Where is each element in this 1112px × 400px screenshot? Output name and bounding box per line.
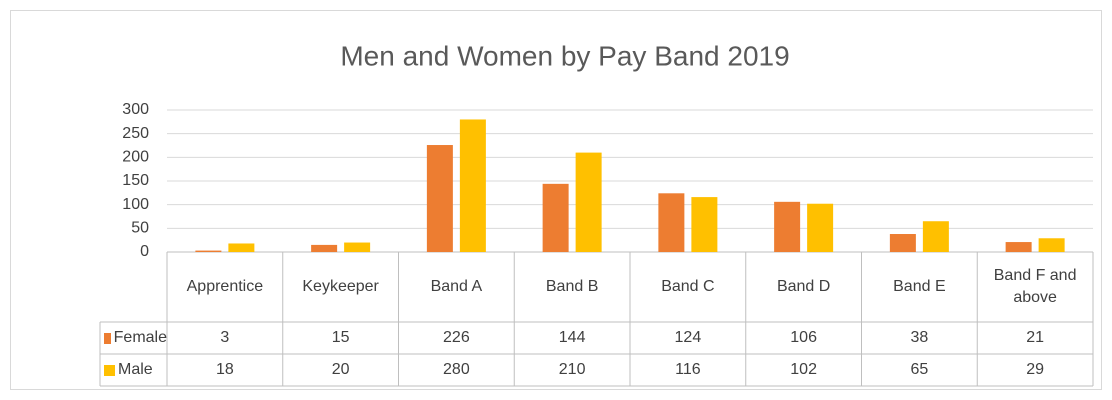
- table-value: 106: [746, 322, 862, 354]
- bar: [575, 152, 602, 252]
- legend-label: Male: [100, 354, 167, 386]
- y-tick-label: 200: [122, 149, 149, 166]
- table-value: 124: [630, 322, 746, 354]
- legend-label-text: Female: [113, 329, 167, 346]
- table-value: 144: [514, 322, 630, 354]
- table-value: 226: [399, 322, 515, 354]
- table-value: 280: [399, 354, 515, 386]
- table-value: 20: [283, 354, 399, 386]
- legend-label: Female: [100, 322, 167, 354]
- legend-key: [104, 332, 111, 344]
- bar: [922, 221, 949, 252]
- y-tick-label: 300: [122, 101, 149, 118]
- x-tick-label-text: Band E: [893, 278, 946, 295]
- table-value-text: 280: [443, 361, 470, 378]
- y-tick-label: 50: [131, 220, 149, 237]
- table-value-text: 21: [1026, 329, 1045, 346]
- legend-label-text: Male: [118, 361, 153, 378]
- y-tick-label: 150: [122, 172, 149, 189]
- y-tick-label: 250: [122, 125, 149, 142]
- bar: [311, 244, 338, 252]
- table-value: 18: [167, 354, 283, 386]
- table-value: 15: [283, 322, 399, 354]
- legend-key: [104, 364, 115, 376]
- bar: [426, 145, 453, 252]
- table-value-text: 144: [558, 329, 586, 346]
- table-value-text: 124: [674, 329, 702, 346]
- table-value: 116: [630, 354, 746, 386]
- x-tick-label-text: Keykeeper: [302, 278, 379, 295]
- table-value-text: 20: [331, 361, 350, 378]
- x-tick-label: Band C: [630, 252, 746, 322]
- y-tick-label: 100: [122, 196, 149, 213]
- bar: [195, 250, 222, 252]
- table-value-text: 106: [790, 329, 817, 346]
- table-value-text: 15: [331, 329, 350, 346]
- bar: [228, 243, 255, 252]
- bar: [459, 119, 486, 252]
- bar: [658, 193, 685, 252]
- bar: [807, 203, 834, 252]
- x-tick-label: Band A: [399, 252, 515, 322]
- table-value: 21: [977, 322, 1093, 354]
- table-value: 29: [977, 354, 1093, 386]
- bar: [1005, 242, 1032, 252]
- chart-title: Men and Women by Pay Band 2019: [340, 40, 789, 71]
- x-tick-label-text: Band C: [661, 278, 715, 295]
- x-tick-label-text: Apprentice: [186, 278, 264, 295]
- bar: [542, 183, 569, 252]
- table-value-text: 116: [675, 361, 701, 378]
- table-value: 65: [862, 354, 978, 386]
- x-tick-label: Keykeeper: [283, 252, 399, 322]
- table-value: 38: [862, 322, 978, 354]
- x-tick-label-text: Band D: [776, 278, 831, 295]
- table-value-text: 29: [1026, 361, 1045, 378]
- table-value-text: 38: [910, 329, 929, 346]
- table-value-text: 18: [215, 361, 234, 378]
- x-tick-label-text: Band B: [545, 278, 599, 295]
- x-tick-label: Band F and above: [977, 252, 1093, 322]
- table-value-text: 226: [443, 329, 470, 346]
- x-tick-label: Apprentice: [167, 252, 283, 322]
- table-value: 210: [514, 354, 630, 386]
- table-value-text: 3: [220, 329, 230, 346]
- bar: [691, 197, 718, 252]
- table-value-text: 210: [558, 361, 586, 378]
- x-tick-label: Band B: [514, 252, 630, 322]
- x-tick-label: Band D: [746, 252, 862, 322]
- bar: [1038, 238, 1065, 252]
- bar: [344, 242, 371, 252]
- table-value-text: 65: [910, 361, 929, 378]
- x-tick-label-text: Band F and above: [993, 267, 1077, 306]
- bar: [774, 201, 801, 252]
- x-tick-label-text: Band A: [430, 278, 483, 295]
- bar: [889, 234, 916, 252]
- table-value: 3: [167, 322, 283, 354]
- y-tick-label: 0: [140, 243, 149, 260]
- table-value-text: 102: [790, 361, 817, 378]
- table-value: 102: [746, 354, 862, 386]
- x-tick-label: Band E: [862, 252, 978, 322]
